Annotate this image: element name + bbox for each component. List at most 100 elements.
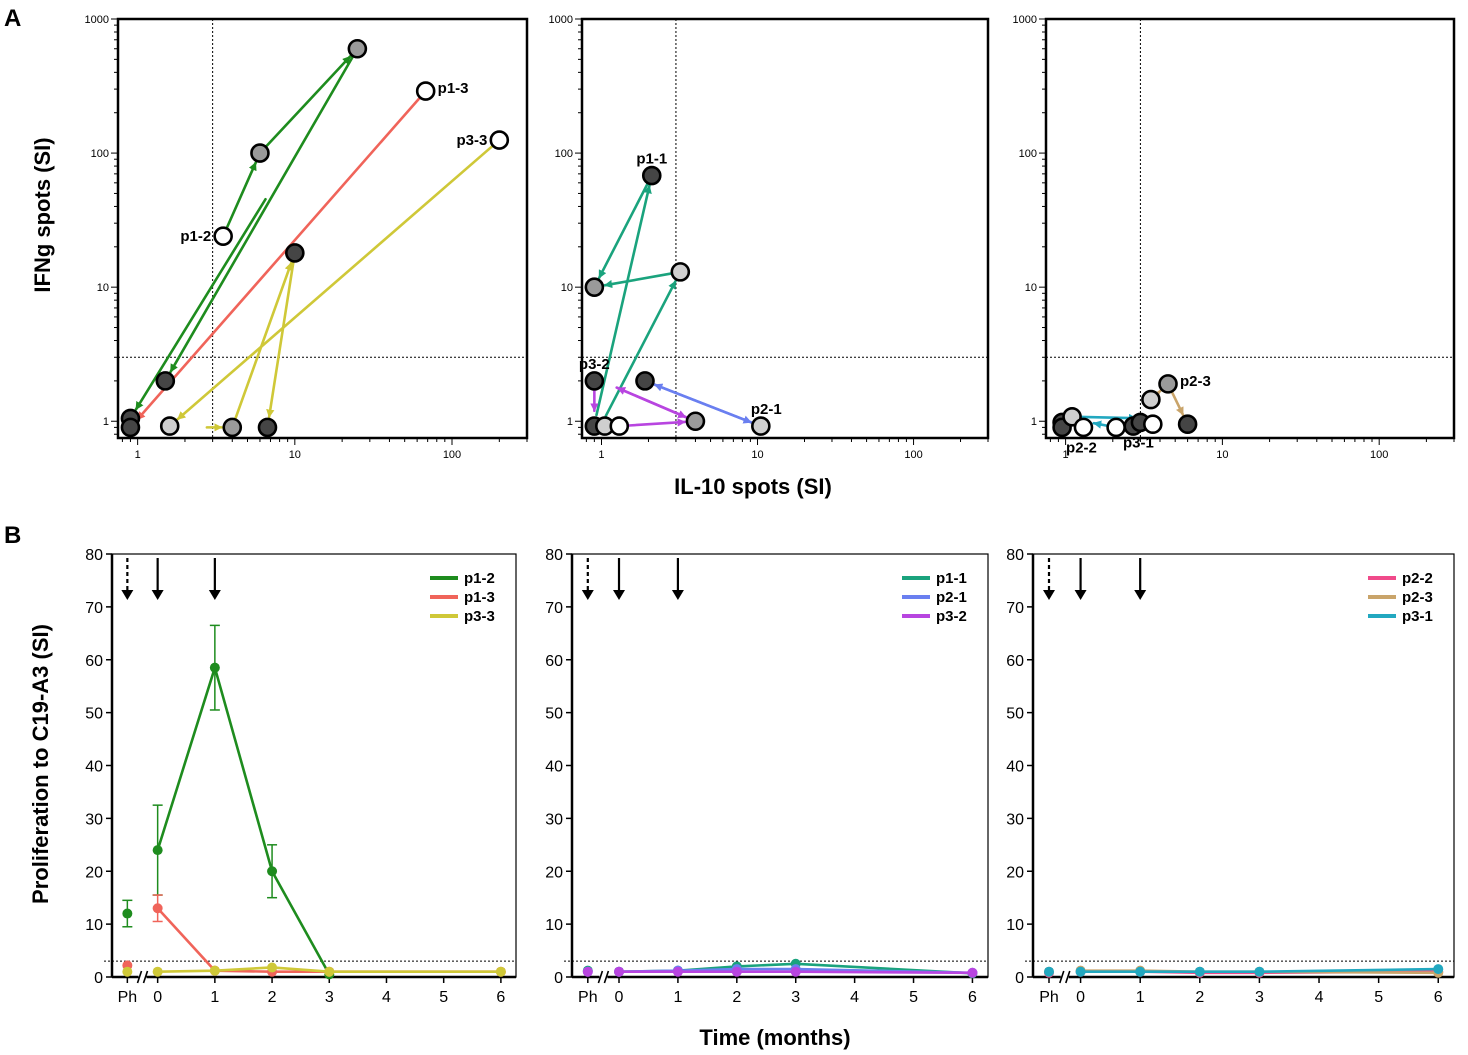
legend-label: p1-3 xyxy=(464,589,495,606)
data-point xyxy=(1043,966,1054,977)
x-tick-label: 2 xyxy=(268,989,277,1006)
y-tick-label: 10 xyxy=(1025,282,1037,294)
y-tick-label: 60 xyxy=(545,653,563,670)
y-tick-label: 30 xyxy=(1006,811,1024,828)
legend-label: p3-2 xyxy=(936,608,967,625)
y-tick-label: 40 xyxy=(545,759,563,776)
y-tick-label: 10 xyxy=(561,282,573,294)
trajectory-arrow xyxy=(169,55,354,374)
vaccination-arrow-head xyxy=(121,590,134,600)
y-tick-label: 60 xyxy=(1006,653,1024,670)
data-point xyxy=(159,416,180,436)
data-point xyxy=(1194,966,1205,977)
x-tick-label: 0 xyxy=(153,989,162,1006)
data-point xyxy=(209,965,220,976)
x-tick-label: 6 xyxy=(968,989,977,1006)
x-tick-label: 2 xyxy=(1195,989,1204,1006)
y-tick-label: 100 xyxy=(91,148,109,160)
data-point xyxy=(257,417,278,438)
y-tick-label: 1 xyxy=(103,416,109,428)
legend-label: p3-1 xyxy=(1402,608,1433,625)
y-tick-label: 10 xyxy=(85,917,103,934)
trajectory-arrow xyxy=(615,386,688,419)
x-tick-label: 2 xyxy=(732,989,741,1006)
b-x-axis-title: Time (months) xyxy=(699,1025,850,1050)
x-tick-label: 4 xyxy=(382,989,391,1006)
data-point xyxy=(641,165,662,186)
x-tick-label: 1 xyxy=(210,989,219,1006)
point-annotation: p3-2 xyxy=(579,356,610,373)
data-point xyxy=(489,130,510,150)
series-line xyxy=(156,907,501,974)
y-tick-label: 60 xyxy=(85,653,103,670)
x-tick-label: 100 xyxy=(443,449,461,461)
y-tick-label: 80 xyxy=(1006,547,1024,564)
y-tick-label: 20 xyxy=(545,864,563,881)
scatter-panel-a-right: 1 10 100 1000 1 10 100 p2-2 p3-1 p2-3 xyxy=(1013,14,1456,461)
vaccination-arrow-head xyxy=(1134,590,1147,600)
y-tick-label: 20 xyxy=(85,864,103,881)
data-point xyxy=(347,38,368,59)
x-tick-label: 3 xyxy=(791,989,800,1006)
point-annotation: p1-1 xyxy=(636,151,667,168)
x-tick-label: 6 xyxy=(496,989,505,1006)
data-point xyxy=(120,417,141,438)
y-tick-label: 20 xyxy=(1006,864,1024,881)
trajectory-arrow xyxy=(597,182,649,280)
vaccination-arrow-head xyxy=(1074,590,1087,600)
y-tick-label: 1000 xyxy=(1013,14,1037,26)
trajectory-arrow xyxy=(603,272,673,289)
data-point xyxy=(1143,414,1163,435)
y-tick-label: 70 xyxy=(85,600,103,617)
data-point xyxy=(1141,389,1161,410)
trajectory-arrow xyxy=(234,261,293,420)
data-point xyxy=(1075,966,1086,977)
x-tick-label: 10 xyxy=(751,449,763,461)
b-y-axis-title: Proliferation to C19-A3 (SI) xyxy=(28,624,53,904)
axis-break-mark xyxy=(597,970,604,984)
data-point xyxy=(152,903,163,914)
legend-label: p2-2 xyxy=(1402,570,1433,587)
axis-break-gap xyxy=(138,971,147,983)
trajectory-arrow xyxy=(134,197,267,411)
data-point xyxy=(614,966,625,977)
x-tick-label: 1 xyxy=(673,989,682,1006)
data-point xyxy=(1073,417,1094,438)
data-point xyxy=(415,81,436,101)
data-point xyxy=(967,967,978,978)
vaccination-arrow-head xyxy=(1042,590,1055,600)
y-tick-label: 100 xyxy=(1019,148,1037,160)
y-tick-label: 50 xyxy=(545,706,563,723)
point-annotation: p1-2 xyxy=(180,228,211,245)
legend-label: p1-2 xyxy=(464,570,495,587)
panel-label-a: A xyxy=(4,5,21,32)
y-tick-label: 80 xyxy=(545,547,563,564)
x-tick-label: 10 xyxy=(1216,449,1228,461)
axis-break-mark xyxy=(1065,970,1071,984)
x-tick-label: Ph xyxy=(578,989,598,1006)
x-tick-label: 6 xyxy=(1434,989,1443,1006)
data-point xyxy=(1177,414,1198,435)
y-tick-label: 30 xyxy=(85,811,103,828)
x-tick-label: Ph xyxy=(1039,989,1059,1006)
series-line xyxy=(156,663,331,975)
data-point xyxy=(672,966,683,977)
x-tick-label: 4 xyxy=(850,989,859,1006)
data-point xyxy=(685,411,706,432)
x-tick-label: 5 xyxy=(439,989,448,1006)
legend-label: p3-3 xyxy=(464,608,495,625)
data-point xyxy=(731,966,742,977)
plot-frame xyxy=(116,17,529,440)
y-tick-label: 1000 xyxy=(549,14,573,26)
trajectory-arrow xyxy=(1092,420,1109,429)
trajectory-arrow xyxy=(1151,389,1162,400)
vaccination-arrow-head xyxy=(208,590,221,600)
axis-break-mark xyxy=(1059,970,1065,984)
data-point xyxy=(609,416,630,436)
data-point xyxy=(1135,966,1146,977)
data-point xyxy=(670,262,691,282)
data-point xyxy=(1158,374,1178,394)
x-tick-label: 3 xyxy=(1255,989,1264,1006)
data-point xyxy=(582,966,593,977)
